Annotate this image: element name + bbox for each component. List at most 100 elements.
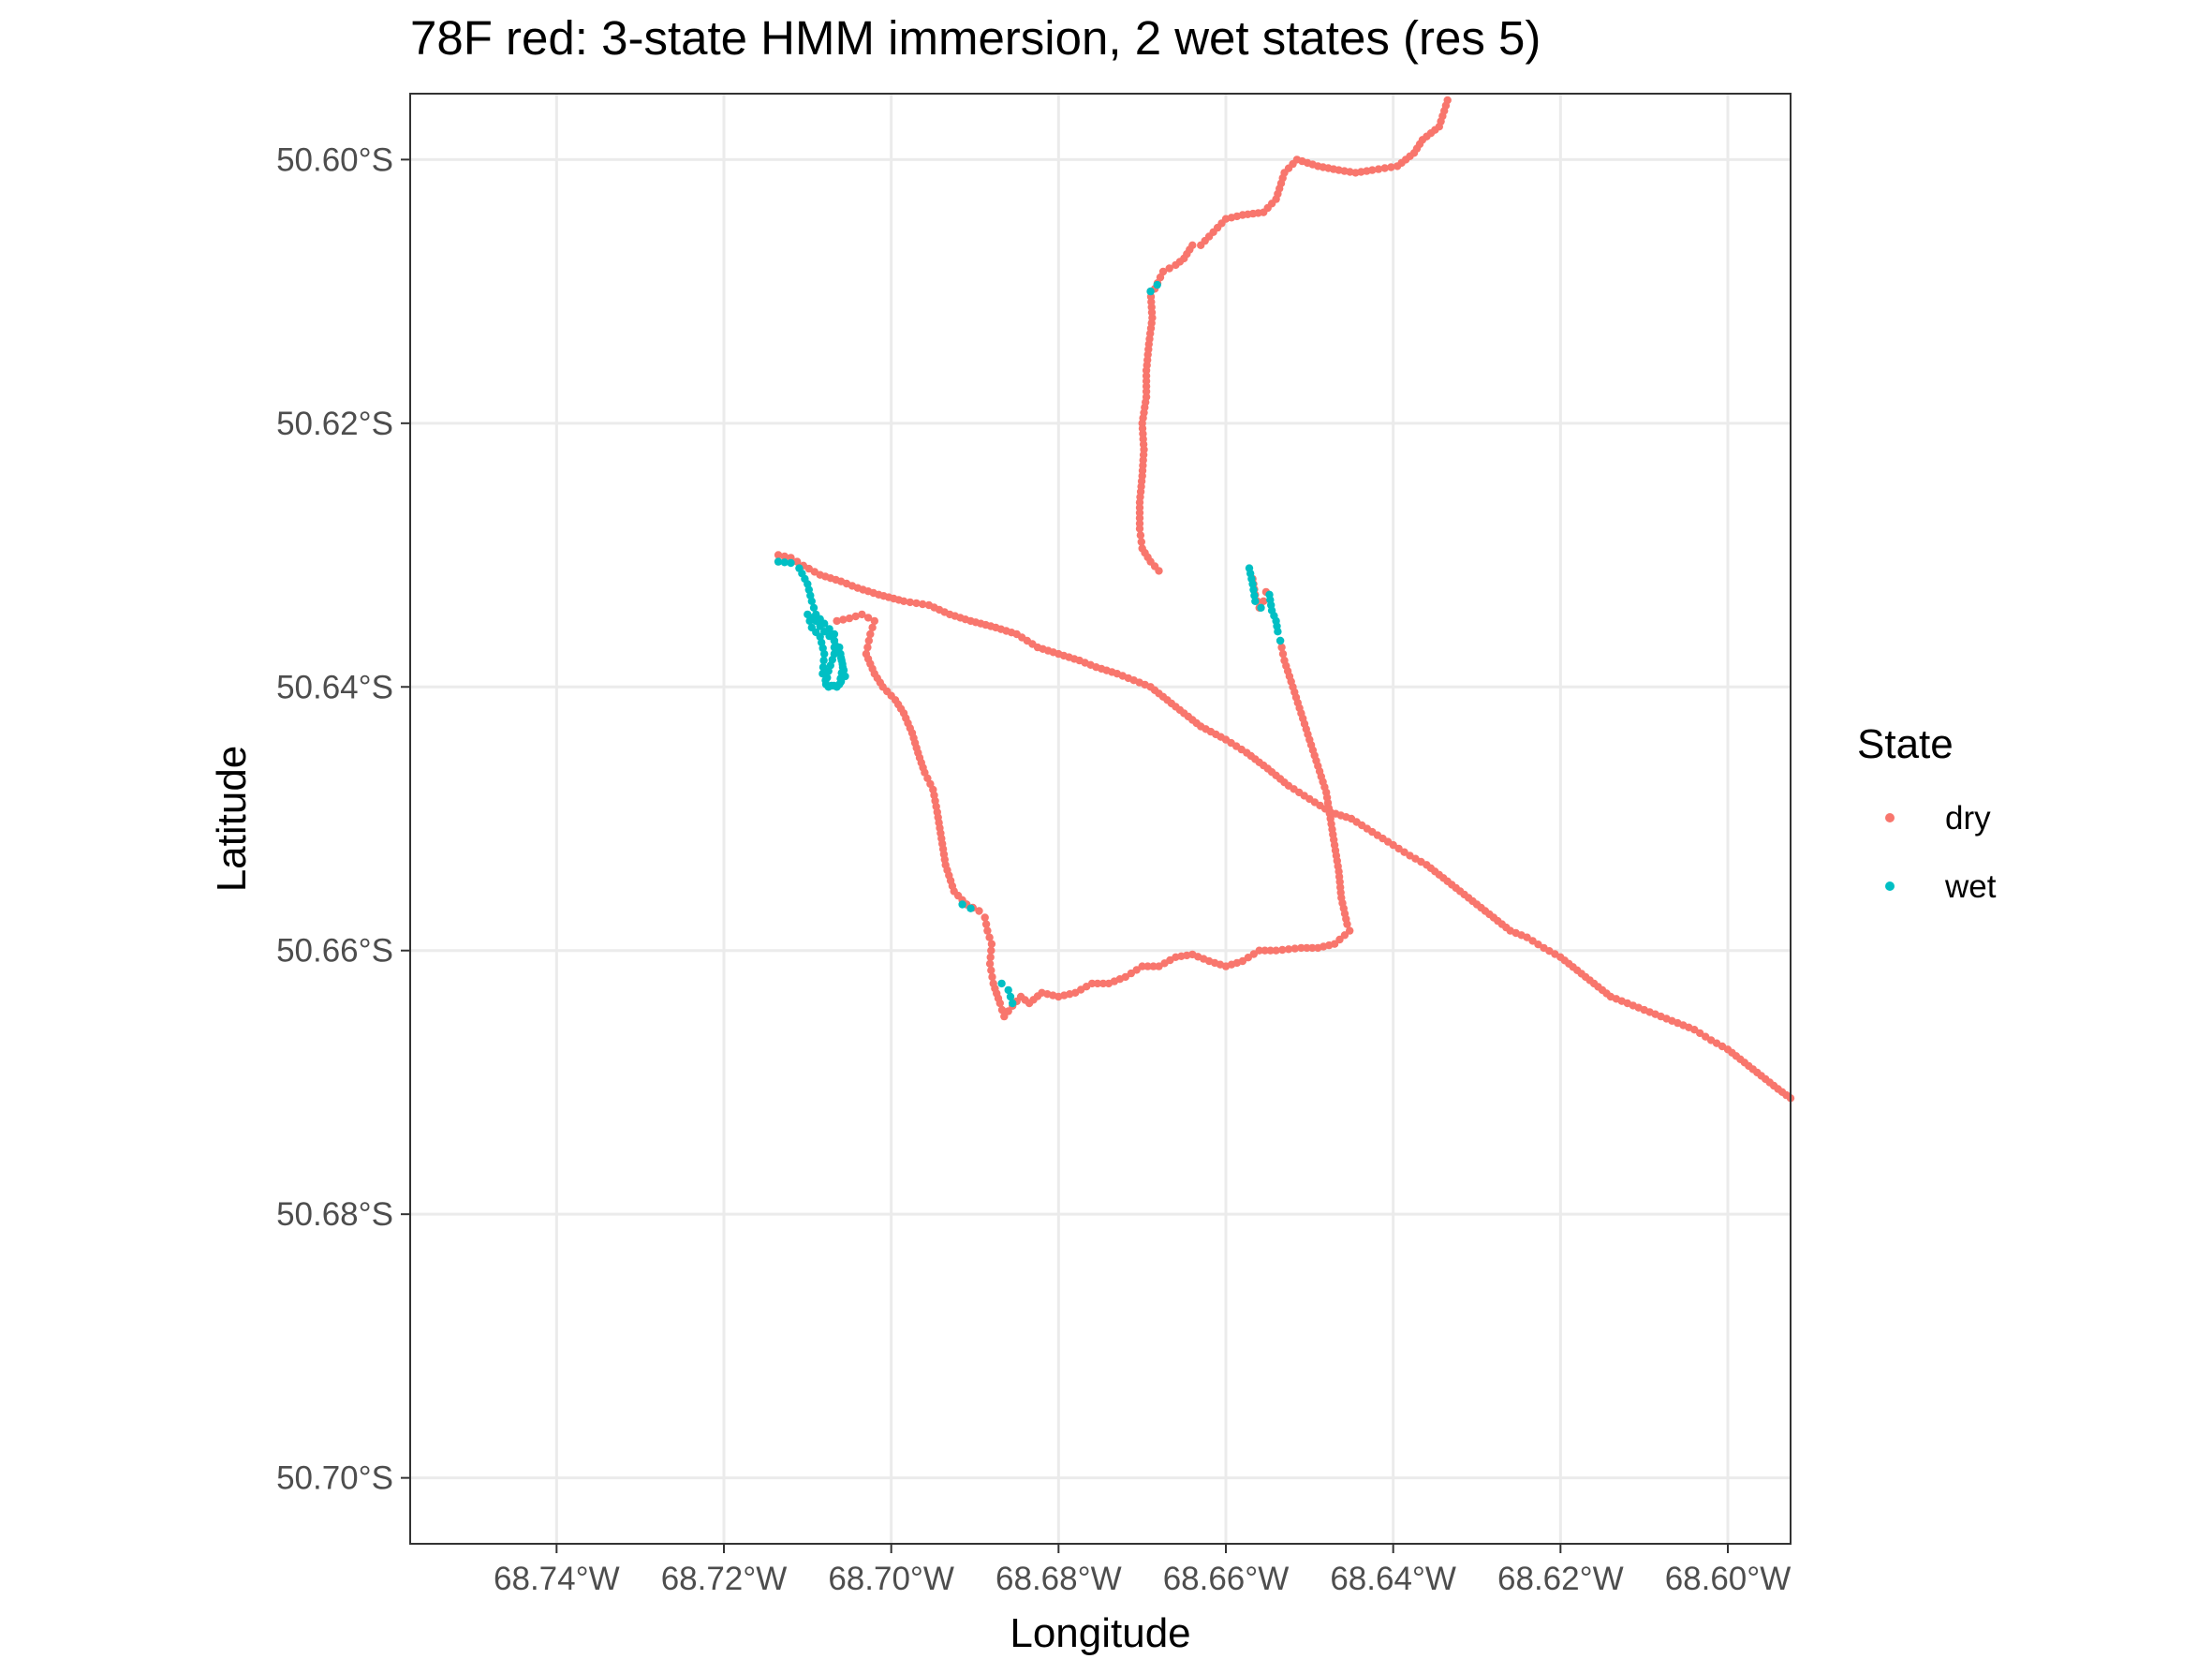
y-tick-label: 50.68°S (276, 1196, 393, 1233)
point-dry (1260, 597, 1268, 605)
point-wet (837, 656, 846, 665)
point-dry (863, 614, 873, 622)
point-wet (1251, 597, 1260, 605)
y-axis-title: Latitude (209, 746, 255, 893)
point-dry (1314, 943, 1322, 953)
y-tick-label: 50.62°S (276, 406, 393, 442)
point-dry (1308, 943, 1317, 953)
axes: 68.74°W 68.72°W 68.70°W 68.68°W 68.66°W 68.64… (276, 141, 1791, 1597)
point-dry (983, 926, 992, 935)
point-wet (818, 663, 828, 672)
point-dry (1343, 920, 1351, 928)
point-dry (1149, 962, 1158, 970)
point-wet (787, 558, 795, 568)
point-dry (1135, 525, 1144, 533)
point-dry (987, 966, 995, 975)
point-dry (1394, 844, 1403, 853)
point-dry (1261, 946, 1269, 955)
point-dry (780, 552, 789, 561)
point-dry (1523, 933, 1531, 941)
point-dry (1340, 931, 1349, 940)
point-dry (1380, 164, 1389, 172)
point-dry (1099, 979, 1108, 988)
x-tick-label: 68.60°W (1665, 1561, 1792, 1597)
point-dry (1155, 962, 1163, 970)
point-dry (868, 623, 877, 632)
y-tick-label: 50.70°S (276, 1460, 393, 1497)
point-wet (997, 979, 1006, 988)
y-tick-label: 50.64°S (276, 669, 393, 705)
point-dry (864, 636, 873, 645)
point-dry (1278, 945, 1287, 955)
point-dry (851, 612, 860, 621)
point-dry (1696, 1029, 1704, 1038)
point-dry (906, 598, 914, 607)
point-dry (1387, 163, 1395, 171)
point-wet (1009, 999, 1017, 1008)
point-wet (1257, 603, 1265, 612)
point-dry (985, 933, 994, 941)
point-wet (809, 603, 818, 612)
point-dry (858, 610, 866, 619)
point-dry (981, 913, 989, 922)
point-wet (820, 649, 829, 659)
point-wet (835, 643, 844, 652)
x-axis-title: Longitude (1010, 1610, 1190, 1656)
y-tick-label: 50.60°S (276, 141, 393, 178)
point-dry (1137, 538, 1146, 546)
point-dry (985, 959, 995, 969)
x-tick-label: 68.66°W (1163, 1561, 1290, 1597)
point-dry (839, 615, 848, 624)
point-dry (1172, 260, 1180, 270)
point-dry (863, 643, 872, 652)
point-wet (838, 663, 848, 672)
point-dry (870, 616, 878, 626)
point-wet (774, 557, 783, 566)
point-wet (1146, 287, 1155, 296)
panel-border (409, 93, 1792, 1545)
x-tick-label: 68.74°W (494, 1561, 620, 1597)
point-dry (919, 600, 927, 609)
point-dry (912, 599, 921, 608)
point-wet (1006, 992, 1015, 1001)
legend-label-dry: dry (1945, 800, 1991, 837)
point-wet (836, 649, 845, 659)
point-wet (780, 558, 789, 567)
point-dry (1127, 969, 1136, 978)
point-dry (866, 630, 875, 639)
point-dry (987, 940, 996, 948)
point-wet (804, 610, 812, 619)
point-dry (981, 920, 991, 928)
point-wet (1153, 280, 1161, 289)
point-wet (966, 904, 975, 912)
point-dry (1284, 945, 1293, 954)
point-wet (825, 631, 833, 641)
point-dry (997, 1005, 1007, 1015)
x-tick-label: 68.68°W (995, 1561, 1122, 1597)
series-wet (774, 280, 1285, 1008)
point-dry (1000, 1012, 1009, 1021)
point-dry (987, 946, 995, 955)
legend-key-dry (1885, 813, 1895, 822)
point-dry (774, 551, 783, 559)
chart-title: 78F red: 3-state HMM immersion, 2 wet st… (410, 11, 1541, 65)
point-dry (1104, 979, 1113, 988)
point-dry (1136, 531, 1145, 540)
point-dry (1303, 943, 1311, 953)
point-wet (807, 597, 816, 605)
x-tick-label: 68.72°W (661, 1561, 788, 1597)
point-wet (958, 900, 966, 909)
point-wet (830, 636, 839, 645)
y-tick-label: 50.66°S (276, 933, 393, 970)
point-dry (1197, 241, 1205, 249)
point-dry (1272, 946, 1280, 955)
point-dry (986, 953, 995, 961)
point-dry (1374, 165, 1383, 173)
point-dry (1297, 943, 1305, 953)
point-dry (1534, 941, 1542, 949)
point-dry (862, 649, 871, 659)
point-dry (975, 907, 983, 915)
point-dry (1335, 935, 1344, 944)
point-dry (988, 972, 996, 982)
